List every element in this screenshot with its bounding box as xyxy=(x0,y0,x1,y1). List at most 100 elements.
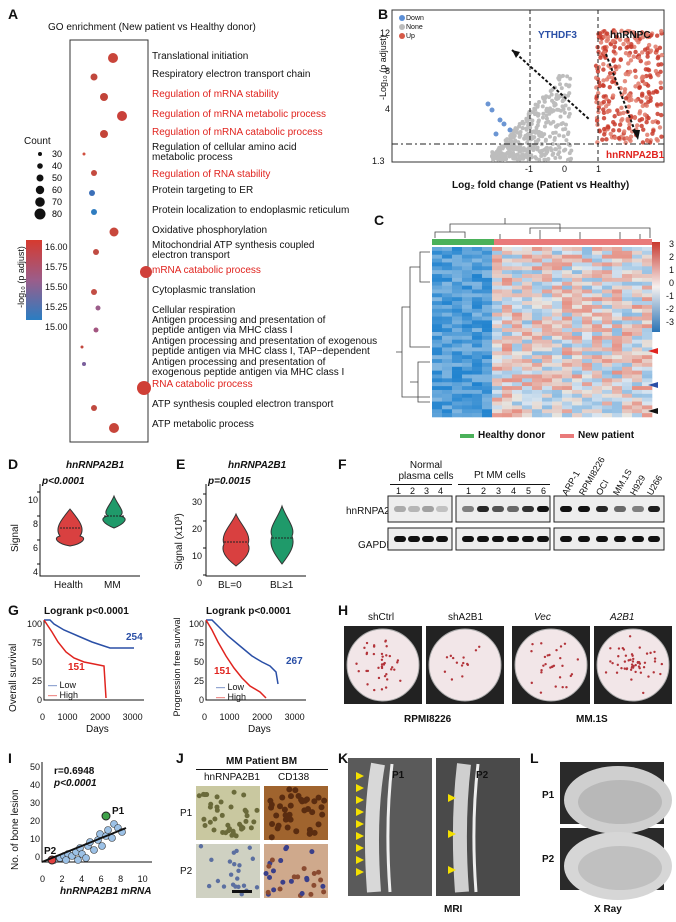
heatmap-cell xyxy=(542,382,553,387)
heatmap-cell xyxy=(542,378,553,383)
ihc-nucleus xyxy=(254,807,260,813)
blot-band xyxy=(648,506,660,512)
volcano-point-none xyxy=(540,104,545,109)
heatmap-cell xyxy=(442,293,453,298)
ihc-nucleus xyxy=(206,883,212,889)
colony xyxy=(617,647,621,650)
volcano-point-up xyxy=(656,54,661,59)
volcano-point-up xyxy=(612,122,617,127)
heatmap-cell xyxy=(542,281,553,286)
ihc-nucleus xyxy=(293,828,300,835)
heatmap-cell xyxy=(492,304,503,310)
heatmap-cell xyxy=(532,362,543,368)
g-left-nhigh: 151 xyxy=(68,662,85,673)
heatmap-cell xyxy=(572,277,583,283)
heatmap-cell xyxy=(642,389,653,395)
d-title: hnRNPA2B1 xyxy=(66,460,125,471)
heatmap-cell xyxy=(442,247,453,252)
heatmap-cell xyxy=(492,401,503,406)
go-dot xyxy=(91,209,97,215)
g-right-nhigh: 151 xyxy=(214,666,231,677)
blot-frame xyxy=(553,527,665,551)
volcano-xlabel: Log₂ fold change (Patient vs Healthy) xyxy=(452,180,630,191)
heatmap-cell xyxy=(452,308,463,313)
volcano-point-up xyxy=(596,64,602,70)
heatmap-cell xyxy=(512,332,523,337)
colony xyxy=(554,685,557,688)
volcano-point-none xyxy=(562,93,567,98)
volcano-point-up xyxy=(612,135,618,141)
heatmap-cell xyxy=(442,362,453,368)
blot-band xyxy=(522,536,534,542)
heatmap-cell xyxy=(642,332,653,337)
heatmap-cell xyxy=(532,389,543,395)
ihc-nucleus xyxy=(230,882,236,887)
g-right-ylabel: Progression free survival xyxy=(172,617,182,717)
volcano-point-up xyxy=(646,42,652,48)
heatmap-cell xyxy=(602,277,613,283)
heatmap-cell xyxy=(512,293,523,298)
heatmap-cell xyxy=(432,347,443,352)
volcano-point-up xyxy=(608,131,613,137)
heatmap-cell xyxy=(452,258,463,263)
ihc-nucleus xyxy=(301,807,308,814)
heatmap-cell xyxy=(632,347,643,352)
heatmap-cell xyxy=(642,409,653,414)
volcano-point-up xyxy=(655,120,661,125)
legend-healthy: Healthy donor xyxy=(478,430,546,441)
heatmap-cell xyxy=(522,332,533,337)
heatmap-cell xyxy=(492,316,503,321)
volcano-point-up xyxy=(604,31,610,36)
heatmap-cell xyxy=(472,301,483,306)
heatmap-cell xyxy=(642,335,653,341)
volcano-point-none xyxy=(528,117,533,122)
go-term: Antigen processing and presentation of xyxy=(152,357,326,368)
go-term: RNA catabolic process xyxy=(152,379,253,390)
volcano-point-none xyxy=(533,155,538,160)
heatmap-cell xyxy=(442,281,453,286)
heatmap-cell xyxy=(482,409,493,414)
go-term: Regulation of cellular amino acid xyxy=(152,142,297,153)
volcano-point-up xyxy=(605,109,610,115)
heatmap-cell xyxy=(492,347,503,352)
heatmap-cell xyxy=(532,366,543,371)
ihc-nucleus xyxy=(225,822,231,828)
heatmap-cell xyxy=(532,370,543,375)
count-dot xyxy=(37,163,43,169)
colony xyxy=(373,688,376,692)
heatmap-cell xyxy=(522,370,533,375)
ihc-nucleus xyxy=(287,802,294,809)
volcano-point-up xyxy=(597,31,603,36)
heatmap-cell xyxy=(592,277,603,283)
volcano-point-up xyxy=(622,129,627,134)
heatmap-cell xyxy=(632,301,643,306)
blot-band xyxy=(522,506,534,512)
heatmap-cell xyxy=(512,270,523,275)
heatmap-cell xyxy=(492,285,503,290)
heatmap-cell xyxy=(632,274,643,279)
heatmap-cell xyxy=(462,262,473,267)
legend-healthy-swatch xyxy=(460,434,474,438)
volcano-point-up xyxy=(615,108,620,113)
l-p2: P2 xyxy=(542,854,555,865)
heatmap-cell xyxy=(462,266,473,271)
heatmap-cell xyxy=(642,386,653,391)
heatmap-cell xyxy=(552,247,563,252)
colony xyxy=(653,650,656,654)
heatmap-cell xyxy=(552,281,563,286)
heatmap-cell xyxy=(532,285,543,290)
heatmap-cell xyxy=(462,339,473,344)
volcano-point-none xyxy=(553,156,558,161)
colony xyxy=(561,685,564,689)
ihc-nucleus xyxy=(237,821,243,827)
heatmap-cell xyxy=(452,250,463,256)
volcano-point-up xyxy=(594,85,599,90)
heatmap-cell xyxy=(612,285,623,290)
heatmap-cell xyxy=(452,316,463,321)
i-p: p<0.0001 xyxy=(54,778,97,789)
heatmap-cell xyxy=(592,401,603,406)
lesion-arrow xyxy=(356,784,364,792)
heatmap-cell xyxy=(522,378,533,383)
heatmap-cell xyxy=(612,274,623,279)
heatmap-cell xyxy=(622,289,633,294)
